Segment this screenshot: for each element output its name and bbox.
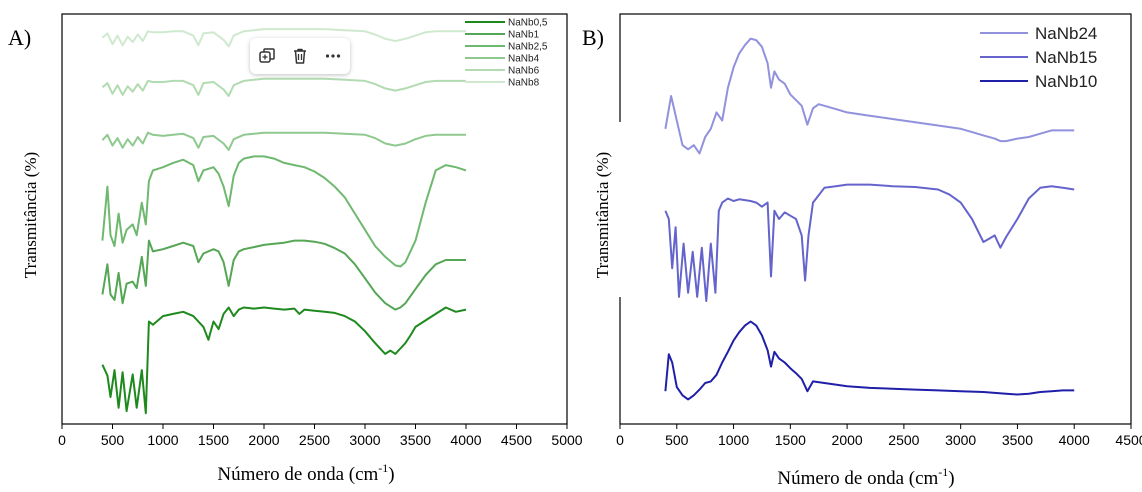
series-line-NaNb1 [101,239,466,311]
x-tick-label: 4000 [1059,432,1090,448]
legend-label: NaNb24 [1035,24,1097,43]
legend-label: NaNb4 [508,54,540,65]
x-tick-label: 500 [665,432,689,448]
x-tick-label: 3000 [945,432,976,448]
x-tick-label: 2500 [888,432,919,448]
panel-a: A) 0 500 1000 1500 2000 2500 3000 3500 4000 4500 5… [8,13,583,485]
more-icon [326,54,341,58]
series-line-NaNb6 [101,77,466,97]
more-options-button[interactable] [321,44,345,68]
panel-a-x-axis-label: Número de onda (cm-1) [217,461,394,485]
x-tick-label: 0 [616,432,624,448]
panel-a-x-label-sup: -1 [378,461,388,475]
panel-a-x-label-end: ) [388,464,394,485]
trash-icon [293,48,306,64]
copy-icon [258,48,275,63]
x-tick-label: 4500 [501,432,532,448]
panel-b-series [664,37,1075,401]
series-line-NaNb2,5 [101,155,467,268]
legend-label: NaNb15 [1035,48,1097,67]
series-line-NaNb4 [101,131,466,151]
x-tick-label: 1500 [775,432,806,448]
delete-button[interactable] [288,44,312,68]
x-tick-label: 3500 [400,432,431,448]
x-tick-label: 3000 [349,432,380,448]
legend-label: NaNb0,5 [508,18,548,29]
legend-label: NaNb6 [508,66,540,77]
legend-label: NaNb8 [508,78,540,89]
panel-b-legend: NaNb24 NaNb15 NaNb10 [980,24,1097,91]
x-tick-label: 1000 [718,432,749,448]
panel-b-x-label-sup: -1 [938,465,948,479]
x-tick-label: 2000 [248,432,279,448]
legend-label: NaNb1 [508,30,540,41]
series-line-NaNb8 [101,28,466,48]
x-tick-label: 4500 [1115,432,1142,448]
x-tick-label: 5000 [551,432,582,448]
panel-b-label: B) [582,25,604,50]
x-tick-label: 2500 [299,432,330,448]
legend-label: NaNb2,5 [508,42,548,53]
panel-b-x-axis-label: Número de onda (cm-1) [777,465,954,489]
x-tick-label: 500 [101,432,125,448]
panel-a-x-label-main: Número de onda (cm [217,464,378,485]
series-line-NaNb24 [664,37,1075,155]
panel-b: B) 050010001500200025003000350040004500 … [582,13,1142,489]
x-tick-label: 1500 [198,432,229,448]
panel-b-x-label-end: ) [948,468,954,489]
x-tick-label: 4000 [450,432,481,448]
x-tick-label: 0 [58,432,66,448]
series-line-NaNb10 [664,320,1075,401]
copy-button[interactable] [255,44,279,68]
panel-b-x-ticks: 0 500 1000 1500 2000 2500 3000 3500 4000 4500 [616,424,1142,448]
panel-a-label: A) [8,25,31,50]
x-tick-label: 3500 [1002,432,1033,448]
series-line-NaNb15 [664,183,1075,302]
panel-a-plot-frame [61,13,568,425]
legend-label: NaNb10 [1035,72,1097,91]
x-tick-label: 1000 [147,432,178,448]
panel-b-y-axis-label: Transmitância (%) [593,152,612,278]
panel-a-series [101,28,467,415]
floating-toolbar [250,38,350,74]
x-tick-label: 2000 [832,432,863,448]
series-line-NaNb0,5 [101,306,467,415]
panel-b-x-label-main: Número de onda (cm [777,468,938,489]
panel-b-label-mask [596,122,624,297]
panel-a-x-ticks: 0 500 1000 1500 2000 2500 3000 3500 4000 4500 5000 [58,424,583,448]
panel-a-y-axis-label: Transmitância (%) [21,152,40,278]
